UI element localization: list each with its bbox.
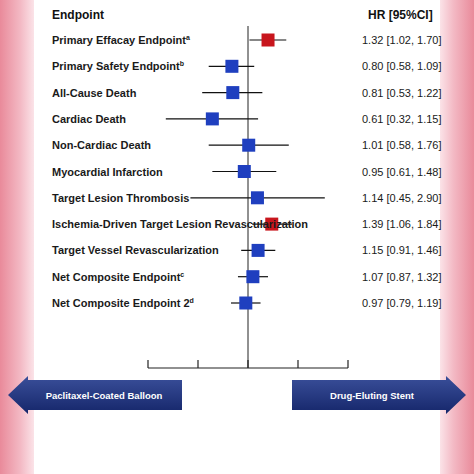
row-label: Target Lesion Thrombosis — [52, 192, 189, 204]
row-label-text: Cardiac Death — [52, 113, 126, 125]
hazard-ratio — [239, 297, 252, 310]
row-label-text: Target Lesion Thrombosis — [52, 192, 189, 204]
value-label: 1.07 [0.87, 1.32] — [362, 271, 442, 283]
column-header: HR [95%CI] — [368, 8, 433, 22]
column-header: Endpoint — [52, 8, 104, 22]
row-label: Cardiac Death — [52, 113, 126, 125]
row-label-text: Net Composite Endpoint — [52, 271, 181, 283]
x-tick — [147, 360, 148, 368]
value-label: 0.95 [0.61, 1.48] — [362, 166, 442, 178]
row-label-text: Primary Safety Endpoint — [52, 60, 180, 72]
row-label: Ischemia-Driven Target Lesion Revascular… — [52, 218, 308, 230]
hazard-ratio — [246, 270, 259, 283]
row-label: Target Vessel Revascularization — [52, 244, 219, 256]
hazard-ratio — [242, 139, 255, 152]
row-label: Net Composite Endpointc — [52, 271, 184, 283]
value-label: 0.81 [0.53, 1.22] — [362, 87, 442, 99]
hazard-ratio — [238, 165, 251, 178]
row-label: Primary Effacay Endpointa — [52, 34, 190, 46]
value-label: 1.14 [0.45, 2.90] — [362, 192, 442, 204]
hazard-ratio — [251, 191, 264, 204]
value-label: 1.15 [0.91, 1.46] — [362, 244, 442, 256]
hazard-ratio — [225, 60, 238, 73]
value-label: 1.01 [0.58, 1.76] — [362, 139, 442, 151]
x-tick — [347, 360, 348, 368]
hazard-ratio — [206, 112, 219, 125]
footnote-mark: a — [186, 34, 190, 41]
row-label: All-Cause Death — [52, 87, 137, 99]
row-label-text: Ischemia-Driven Target Lesion Revascular… — [52, 218, 308, 230]
row-label: Primary Safety Endpointb — [52, 60, 184, 72]
row-label: Myocardial Infarction — [52, 166, 163, 178]
arrow-label: Drug-Eluting Stent — [330, 390, 415, 401]
reference-line — [248, 26, 249, 368]
row-label: Non-Cardiac Death — [52, 139, 151, 151]
footnote-mark: b — [180, 60, 184, 67]
x-tick — [247, 360, 248, 368]
row-label: Net Composite Endpoint 2d — [52, 297, 194, 309]
chart: Endpoint HR [95%CI] Primary Effacay Endpoi… — [0, 0, 474, 474]
footnote-mark: c — [180, 271, 184, 278]
marks — [166, 34, 325, 310]
direction-arrow — [8, 376, 182, 414]
hazard-ratio — [262, 34, 275, 47]
hazard-ratio — [226, 86, 239, 99]
row-label-text: Target Vessel Revascularization — [52, 244, 219, 256]
row-label-text: All-Cause Death — [52, 87, 137, 99]
value-label: 1.39 [1.06, 1.84] — [362, 218, 442, 230]
x-tick — [197, 360, 198, 368]
row-label-text: Net Composite Endpoint 2 — [52, 297, 190, 309]
value-label: 0.97 [0.79, 1.19] — [362, 297, 442, 309]
value-label: 0.80 [0.58, 1.09] — [362, 60, 442, 72]
row-label-text: Myocardial Infarction — [52, 166, 163, 178]
footnote-mark: d — [190, 297, 194, 304]
row-label-text: Non-Cardiac Death — [52, 139, 151, 151]
value-label: 1.32 [1.02, 1.70] — [362, 34, 442, 46]
row-label-text: Primary Effacay Endpoint — [52, 34, 186, 46]
arrow-label: Paclitaxel-Coated Balloon — [46, 390, 163, 401]
value-label: 0.61 [0.32, 1.15] — [362, 113, 442, 125]
direction-arrow — [292, 376, 466, 414]
x-tick — [297, 360, 298, 368]
hazard-ratio — [252, 244, 265, 257]
